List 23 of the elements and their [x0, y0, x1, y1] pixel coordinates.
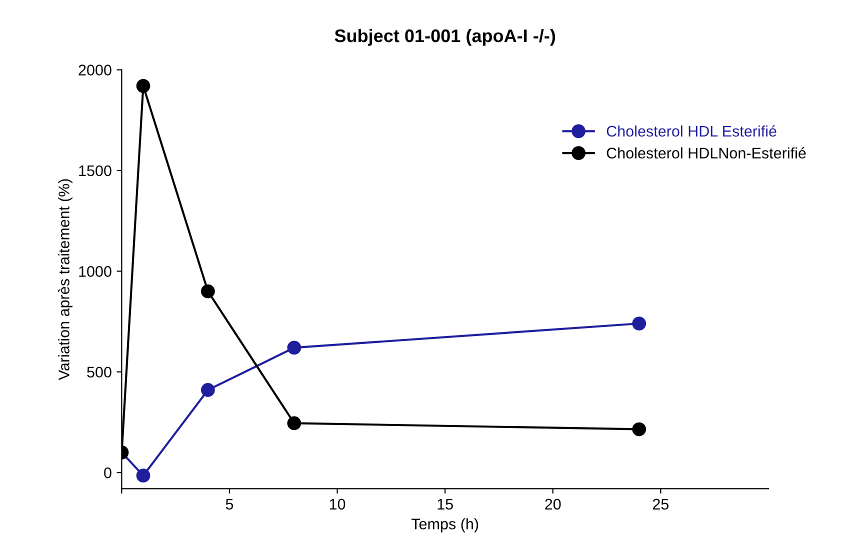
- point: [200, 284, 215, 298]
- y-tick-label: 2000: [78, 64, 112, 76]
- y-tick-label: 1000: [79, 266, 112, 277]
- x-tick-label: 10: [330, 498, 346, 510]
- x-tick-label: 15: [438, 498, 453, 510]
- point: [136, 468, 150, 483]
- point: [632, 316, 646, 330]
- point: [287, 416, 302, 430]
- point: [200, 383, 215, 397]
- x-tick-label: 25: [652, 498, 669, 510]
- y-axis-title: Variation après traitement (%): [58, 179, 72, 380]
- y-tick-label: 500: [87, 366, 112, 378]
- y-tick-label: 1500: [79, 165, 112, 176]
- point: [632, 422, 646, 436]
- chart-title: Subject 01-001 (apoA-I -/-): [334, 28, 556, 46]
- point: [287, 340, 302, 355]
- x-tick-label: 20: [545, 498, 561, 510]
- point: [136, 78, 150, 93]
- x-axis-title: Temps (h): [411, 518, 478, 532]
- x-tick-label: 5: [226, 498, 234, 510]
- y-tick-label: 0: [104, 467, 112, 478]
- legend-label: Cholesterol HDL Esterifié: [606, 125, 776, 137]
- legend-label: Cholesterol HDLNon-Esterifié: [606, 147, 806, 159]
